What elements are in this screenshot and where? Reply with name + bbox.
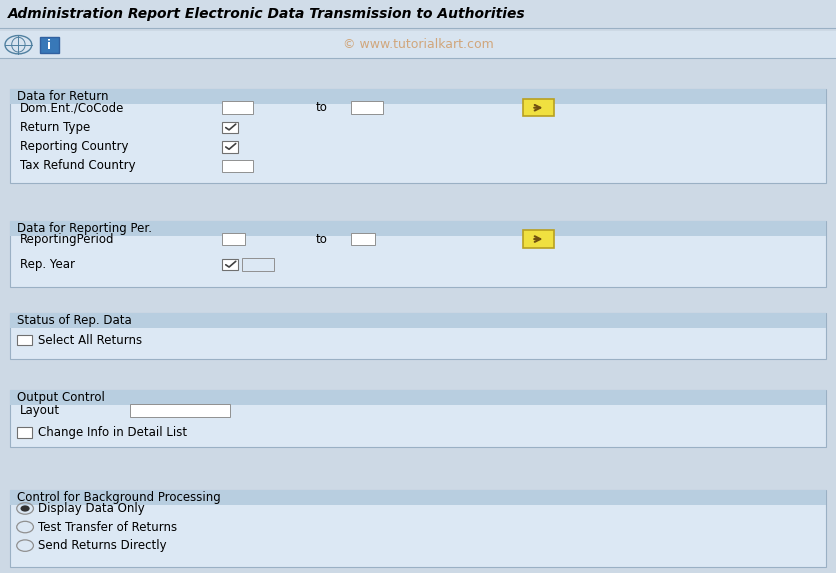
- Text: Output Control: Output Control: [17, 391, 104, 403]
- FancyBboxPatch shape: [222, 233, 245, 245]
- FancyBboxPatch shape: [10, 390, 826, 447]
- Text: i: i: [48, 39, 51, 52]
- Text: to: to: [316, 101, 328, 114]
- FancyBboxPatch shape: [17, 427, 32, 438]
- FancyBboxPatch shape: [10, 221, 826, 286]
- Text: Reporting Country: Reporting Country: [20, 140, 129, 154]
- Text: Test Transfer of Returns: Test Transfer of Returns: [38, 520, 177, 533]
- Text: Select All Returns: Select All Returns: [38, 333, 142, 347]
- Text: Status of Rep. Data: Status of Rep. Data: [17, 315, 131, 327]
- Text: Return Type: Return Type: [20, 121, 90, 134]
- Text: Tax Refund Country: Tax Refund Country: [20, 159, 135, 172]
- Text: Data for Reporting Per.: Data for Reporting Per.: [17, 222, 151, 234]
- FancyBboxPatch shape: [40, 37, 59, 53]
- FancyBboxPatch shape: [0, 31, 836, 58]
- FancyBboxPatch shape: [10, 313, 826, 359]
- FancyBboxPatch shape: [351, 101, 383, 114]
- FancyBboxPatch shape: [10, 221, 826, 236]
- Text: ReportingPeriod: ReportingPeriod: [20, 233, 115, 246]
- FancyBboxPatch shape: [222, 141, 238, 152]
- Text: Send Returns Directly: Send Returns Directly: [38, 539, 167, 552]
- Text: Administration Report Electronic Data Transmission to Authorities: Administration Report Electronic Data Tr…: [8, 7, 526, 21]
- FancyBboxPatch shape: [351, 233, 375, 245]
- Text: Layout: Layout: [20, 404, 60, 417]
- FancyBboxPatch shape: [222, 259, 238, 270]
- FancyBboxPatch shape: [222, 122, 238, 134]
- FancyBboxPatch shape: [242, 258, 274, 271]
- Text: Data for Return: Data for Return: [17, 90, 108, 103]
- FancyBboxPatch shape: [10, 89, 826, 104]
- Text: Dom.Ent./CoCode: Dom.Ent./CoCode: [20, 101, 125, 114]
- Text: to: to: [316, 233, 328, 246]
- FancyBboxPatch shape: [10, 490, 826, 567]
- FancyBboxPatch shape: [10, 390, 826, 405]
- Text: Display Data Only: Display Data Only: [38, 502, 145, 515]
- FancyBboxPatch shape: [10, 313, 826, 328]
- Text: Control for Background Processing: Control for Background Processing: [17, 491, 221, 504]
- Text: Change Info in Detail List: Change Info in Detail List: [38, 426, 186, 439]
- FancyBboxPatch shape: [10, 490, 826, 505]
- FancyBboxPatch shape: [222, 159, 253, 172]
- Circle shape: [20, 505, 30, 512]
- FancyBboxPatch shape: [522, 99, 554, 116]
- FancyBboxPatch shape: [10, 89, 826, 183]
- Text: Rep. Year: Rep. Year: [20, 258, 75, 271]
- FancyBboxPatch shape: [130, 404, 230, 417]
- FancyBboxPatch shape: [222, 101, 253, 114]
- FancyBboxPatch shape: [522, 230, 554, 248]
- Text: © www.tutorialkart.com: © www.tutorialkart.com: [343, 38, 493, 51]
- FancyBboxPatch shape: [17, 335, 32, 345]
- FancyBboxPatch shape: [0, 58, 836, 72]
- FancyBboxPatch shape: [0, 0, 836, 28]
